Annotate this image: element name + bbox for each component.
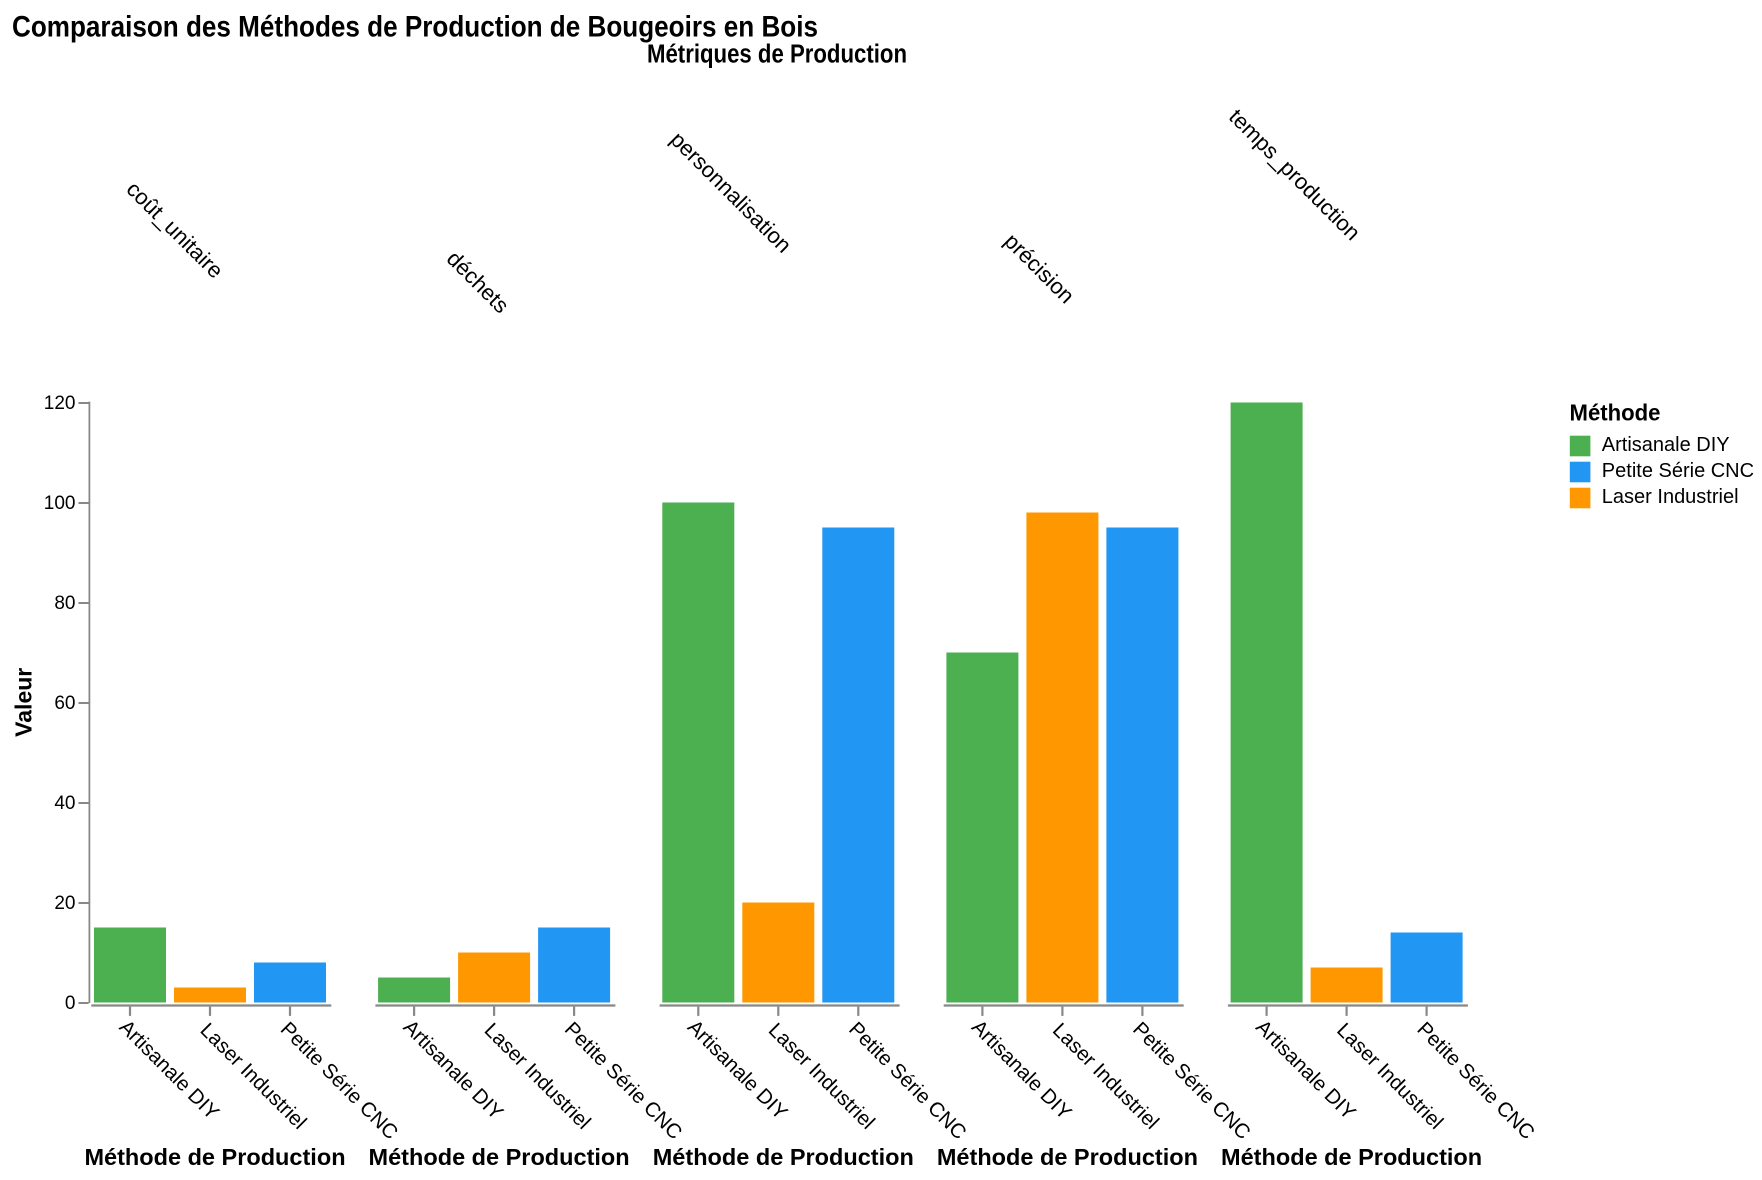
svg-text:40: 40 (54, 793, 75, 814)
svg-text:Méthode: Méthode (1570, 399, 1661, 425)
svg-text:Méthode de Production: Méthode de Production (84, 1144, 345, 1170)
svg-text:Comparaison des Méthodes de Pr: Comparaison des Méthodes de Production d… (12, 11, 818, 44)
svg-text:Petite Série CNC: Petite Série CNC (1602, 460, 1754, 482)
svg-text:100: 100 (44, 493, 76, 514)
svg-text:Méthode de Production: Méthode de Production (937, 1144, 1198, 1170)
svg-text:Méthode de Production: Méthode de Production (1221, 1144, 1482, 1170)
svg-text:60: 60 (54, 693, 75, 714)
svg-text:Artisanale DIY: Artisanale DIY (1602, 434, 1730, 456)
svg-text:Méthode de Production: Méthode de Production (653, 1144, 914, 1170)
svg-text:80: 80 (54, 593, 75, 614)
svg-text:Métriques de Production: Métriques de Production (647, 41, 907, 69)
svg-text:20: 20 (54, 893, 75, 914)
svg-text:Méthode de Production: Méthode de Production (369, 1144, 630, 1170)
svg-text:Laser Industriel: Laser Industriel (1602, 486, 1739, 508)
svg-text:Valeur: Valeur (10, 668, 36, 737)
svg-text:0: 0 (65, 993, 76, 1014)
svg-text:120: 120 (44, 393, 76, 414)
